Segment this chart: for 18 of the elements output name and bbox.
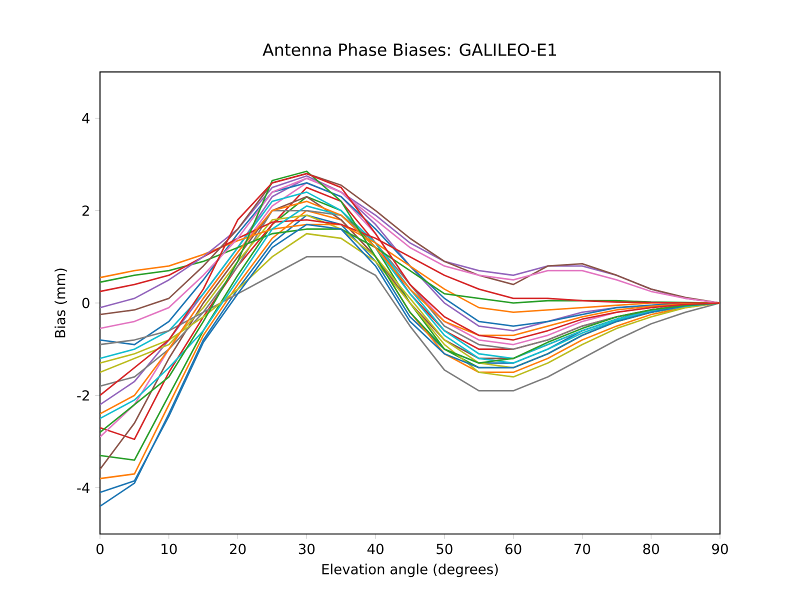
chart-title: Antenna Phase Biases: GALILEO-E1 — [262, 43, 556, 56]
x-tick-label: 0 — [96, 544, 104, 554]
x-tick-label: 60 — [506, 544, 522, 554]
y-tick-label: 0 — [82, 298, 90, 308]
y-axis-title: Bias (mm) — [54, 268, 67, 338]
y-tick-label: -4 — [77, 482, 90, 493]
x-tick-label: 10 — [162, 544, 177, 554]
x-tick-label: 80 — [643, 544, 659, 554]
y-tick-label: 2 — [82, 205, 89, 216]
x-tick-label: 40 — [367, 544, 384, 554]
x-tick-label: 70 — [574, 544, 590, 554]
x-tick-label: 50 — [436, 544, 452, 554]
x-tick-label: 20 — [230, 544, 246, 554]
y-tick-label: -2 — [77, 390, 89, 401]
y-tick-label: 4 — [82, 113, 90, 124]
x-tick-label: 30 — [298, 544, 315, 554]
x-tick-label: 90 — [712, 544, 728, 554]
x-axis-title: Elevation angle (degrees) — [322, 564, 498, 578]
